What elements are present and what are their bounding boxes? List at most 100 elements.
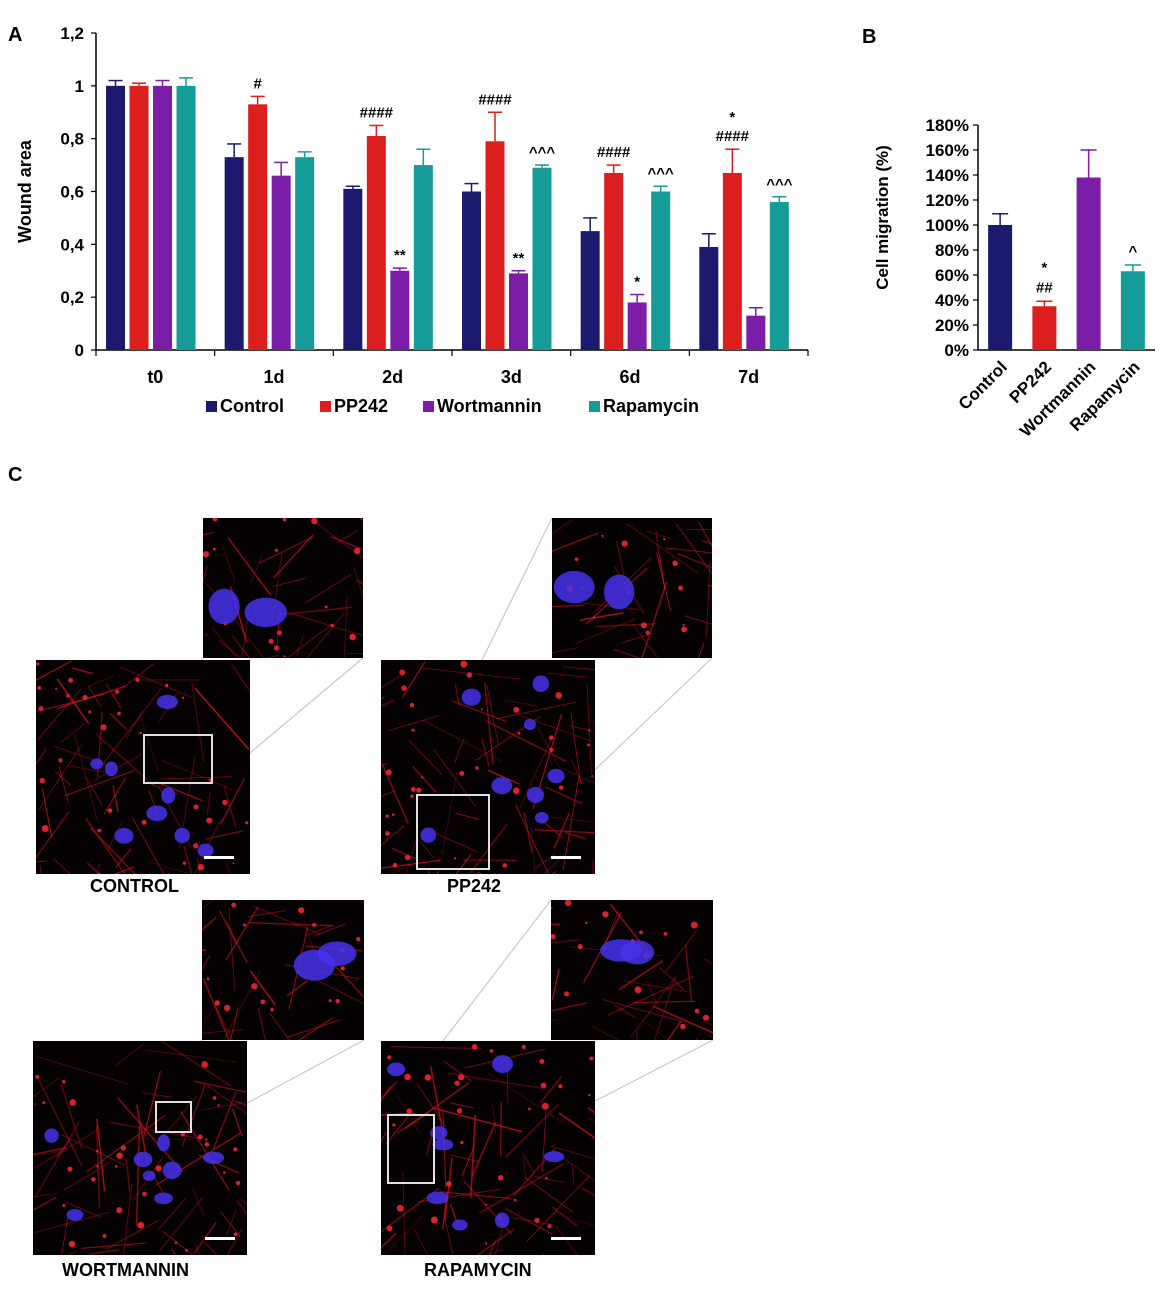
rapamycin-caption: RAPAMYCIN <box>424 1260 532 1280</box>
actin-fiber <box>562 776 580 870</box>
actin-spot <box>634 986 642 994</box>
actin-spot <box>35 1074 40 1079</box>
actin-fiber <box>656 552 672 611</box>
actin-spot <box>214 1000 220 1006</box>
actin-spot <box>391 813 395 816</box>
actin-spot <box>107 808 113 813</box>
actin-fiber <box>183 845 193 874</box>
actin-fiber <box>558 1112 595 1139</box>
actin-spot <box>55 687 58 690</box>
actin-fiber <box>703 1038 704 1040</box>
actin-spot <box>268 638 274 644</box>
actin-spot <box>485 1203 488 1206</box>
actin-fiber <box>455 812 480 820</box>
actin-spot <box>640 622 647 629</box>
actin-spot <box>142 1191 147 1197</box>
actin-spot <box>410 786 416 792</box>
actin-spot <box>193 804 199 810</box>
actin-fiber <box>109 1121 200 1140</box>
actin-fiber <box>304 924 333 936</box>
actin-spot <box>181 696 185 700</box>
actin-spot <box>540 1082 547 1089</box>
actin-fiber <box>88 685 102 708</box>
actin-fiber <box>636 1029 639 1040</box>
actin-fiber <box>142 1092 173 1098</box>
actin-fiber <box>96 1118 106 1192</box>
actin-fiber <box>267 654 280 658</box>
y-tick-label: 0,4 <box>60 235 84 254</box>
actin-fiber <box>202 993 223 1027</box>
nucleus <box>114 828 134 844</box>
actin-fiber <box>33 1095 36 1099</box>
actin-spot <box>116 1207 123 1214</box>
nucleus <box>543 1151 565 1163</box>
nucleus <box>208 588 240 625</box>
bar-rapamycin <box>769 202 789 350</box>
actin-fiber <box>89 1249 120 1255</box>
actin-fiber <box>117 1097 184 1173</box>
actin-spot <box>97 828 102 833</box>
actin-fiber <box>33 1103 37 1105</box>
y-tick-label: 180% <box>926 116 969 135</box>
actin-fiber <box>213 1003 233 1040</box>
control-zoom-region <box>143 734 213 784</box>
actin-fiber <box>616 541 626 579</box>
bar-control <box>580 231 600 350</box>
rapamycin-micrograph <box>381 1041 595 1255</box>
actin-spot <box>489 1049 494 1053</box>
actin-fiber <box>269 1012 290 1040</box>
rapamycin-zoom-region <box>387 1114 435 1184</box>
actin-fiber <box>684 615 712 625</box>
actin-spot <box>206 817 213 824</box>
actin-fiber <box>551 939 581 944</box>
significance-marker: * <box>1041 259 1047 276</box>
actin-fiber <box>451 700 508 723</box>
actin-fiber <box>481 738 490 768</box>
actin-spot <box>212 1096 217 1100</box>
significance-marker: ^^^ <box>648 165 675 182</box>
actin-fiber <box>654 976 677 1040</box>
nucleus <box>523 718 536 731</box>
actin-fiber <box>709 1034 713 1040</box>
actin-spot <box>702 1014 710 1021</box>
actin-fiber <box>33 1147 78 1157</box>
actin-fiber <box>203 633 209 636</box>
actin-spot <box>454 1080 460 1086</box>
actin-fiber <box>495 701 576 720</box>
actin-spot <box>574 557 579 562</box>
actin-fiber <box>123 1183 133 1255</box>
y-tick-label: 120% <box>926 191 969 210</box>
x-tick-label: 7d <box>738 367 759 387</box>
actin-spot <box>41 825 49 832</box>
nucleus <box>174 827 191 844</box>
panel-label-c: C <box>8 464 23 486</box>
actin-fiber <box>553 1150 595 1182</box>
actin-spot <box>551 934 556 940</box>
actin-fiber <box>455 853 472 874</box>
actin-spot <box>223 1004 231 1012</box>
actin-fiber <box>278 606 352 616</box>
actin-fiber <box>224 970 261 1039</box>
actin-fiber <box>71 667 94 675</box>
actin-fiber <box>272 533 314 579</box>
actin-fiber <box>37 688 82 741</box>
actin-fiber <box>359 518 363 521</box>
actin-spot <box>204 1142 210 1147</box>
actin-fiber <box>541 1111 547 1172</box>
actin-fiber <box>450 1154 481 1163</box>
actin-spot <box>558 785 564 790</box>
actin-fiber <box>577 602 641 610</box>
actin-spot <box>672 560 678 566</box>
actin-fiber <box>536 725 559 765</box>
actin-fiber <box>60 1083 83 1150</box>
actin-spot <box>481 708 484 711</box>
actin-fiber <box>570 712 582 784</box>
actin-spot <box>534 1217 540 1223</box>
bar-wortmannin <box>746 315 766 350</box>
actin-spot <box>58 758 63 763</box>
cell-migration-chart: 0% 20% 40% 60% 80% 100% 120% 140% 160% 180% Cell m… <box>873 116 1155 441</box>
bar-pp242 <box>129 85 149 350</box>
bar-wortmannin <box>390 270 410 350</box>
actin-spot <box>517 731 521 735</box>
actin-spot <box>330 623 334 628</box>
